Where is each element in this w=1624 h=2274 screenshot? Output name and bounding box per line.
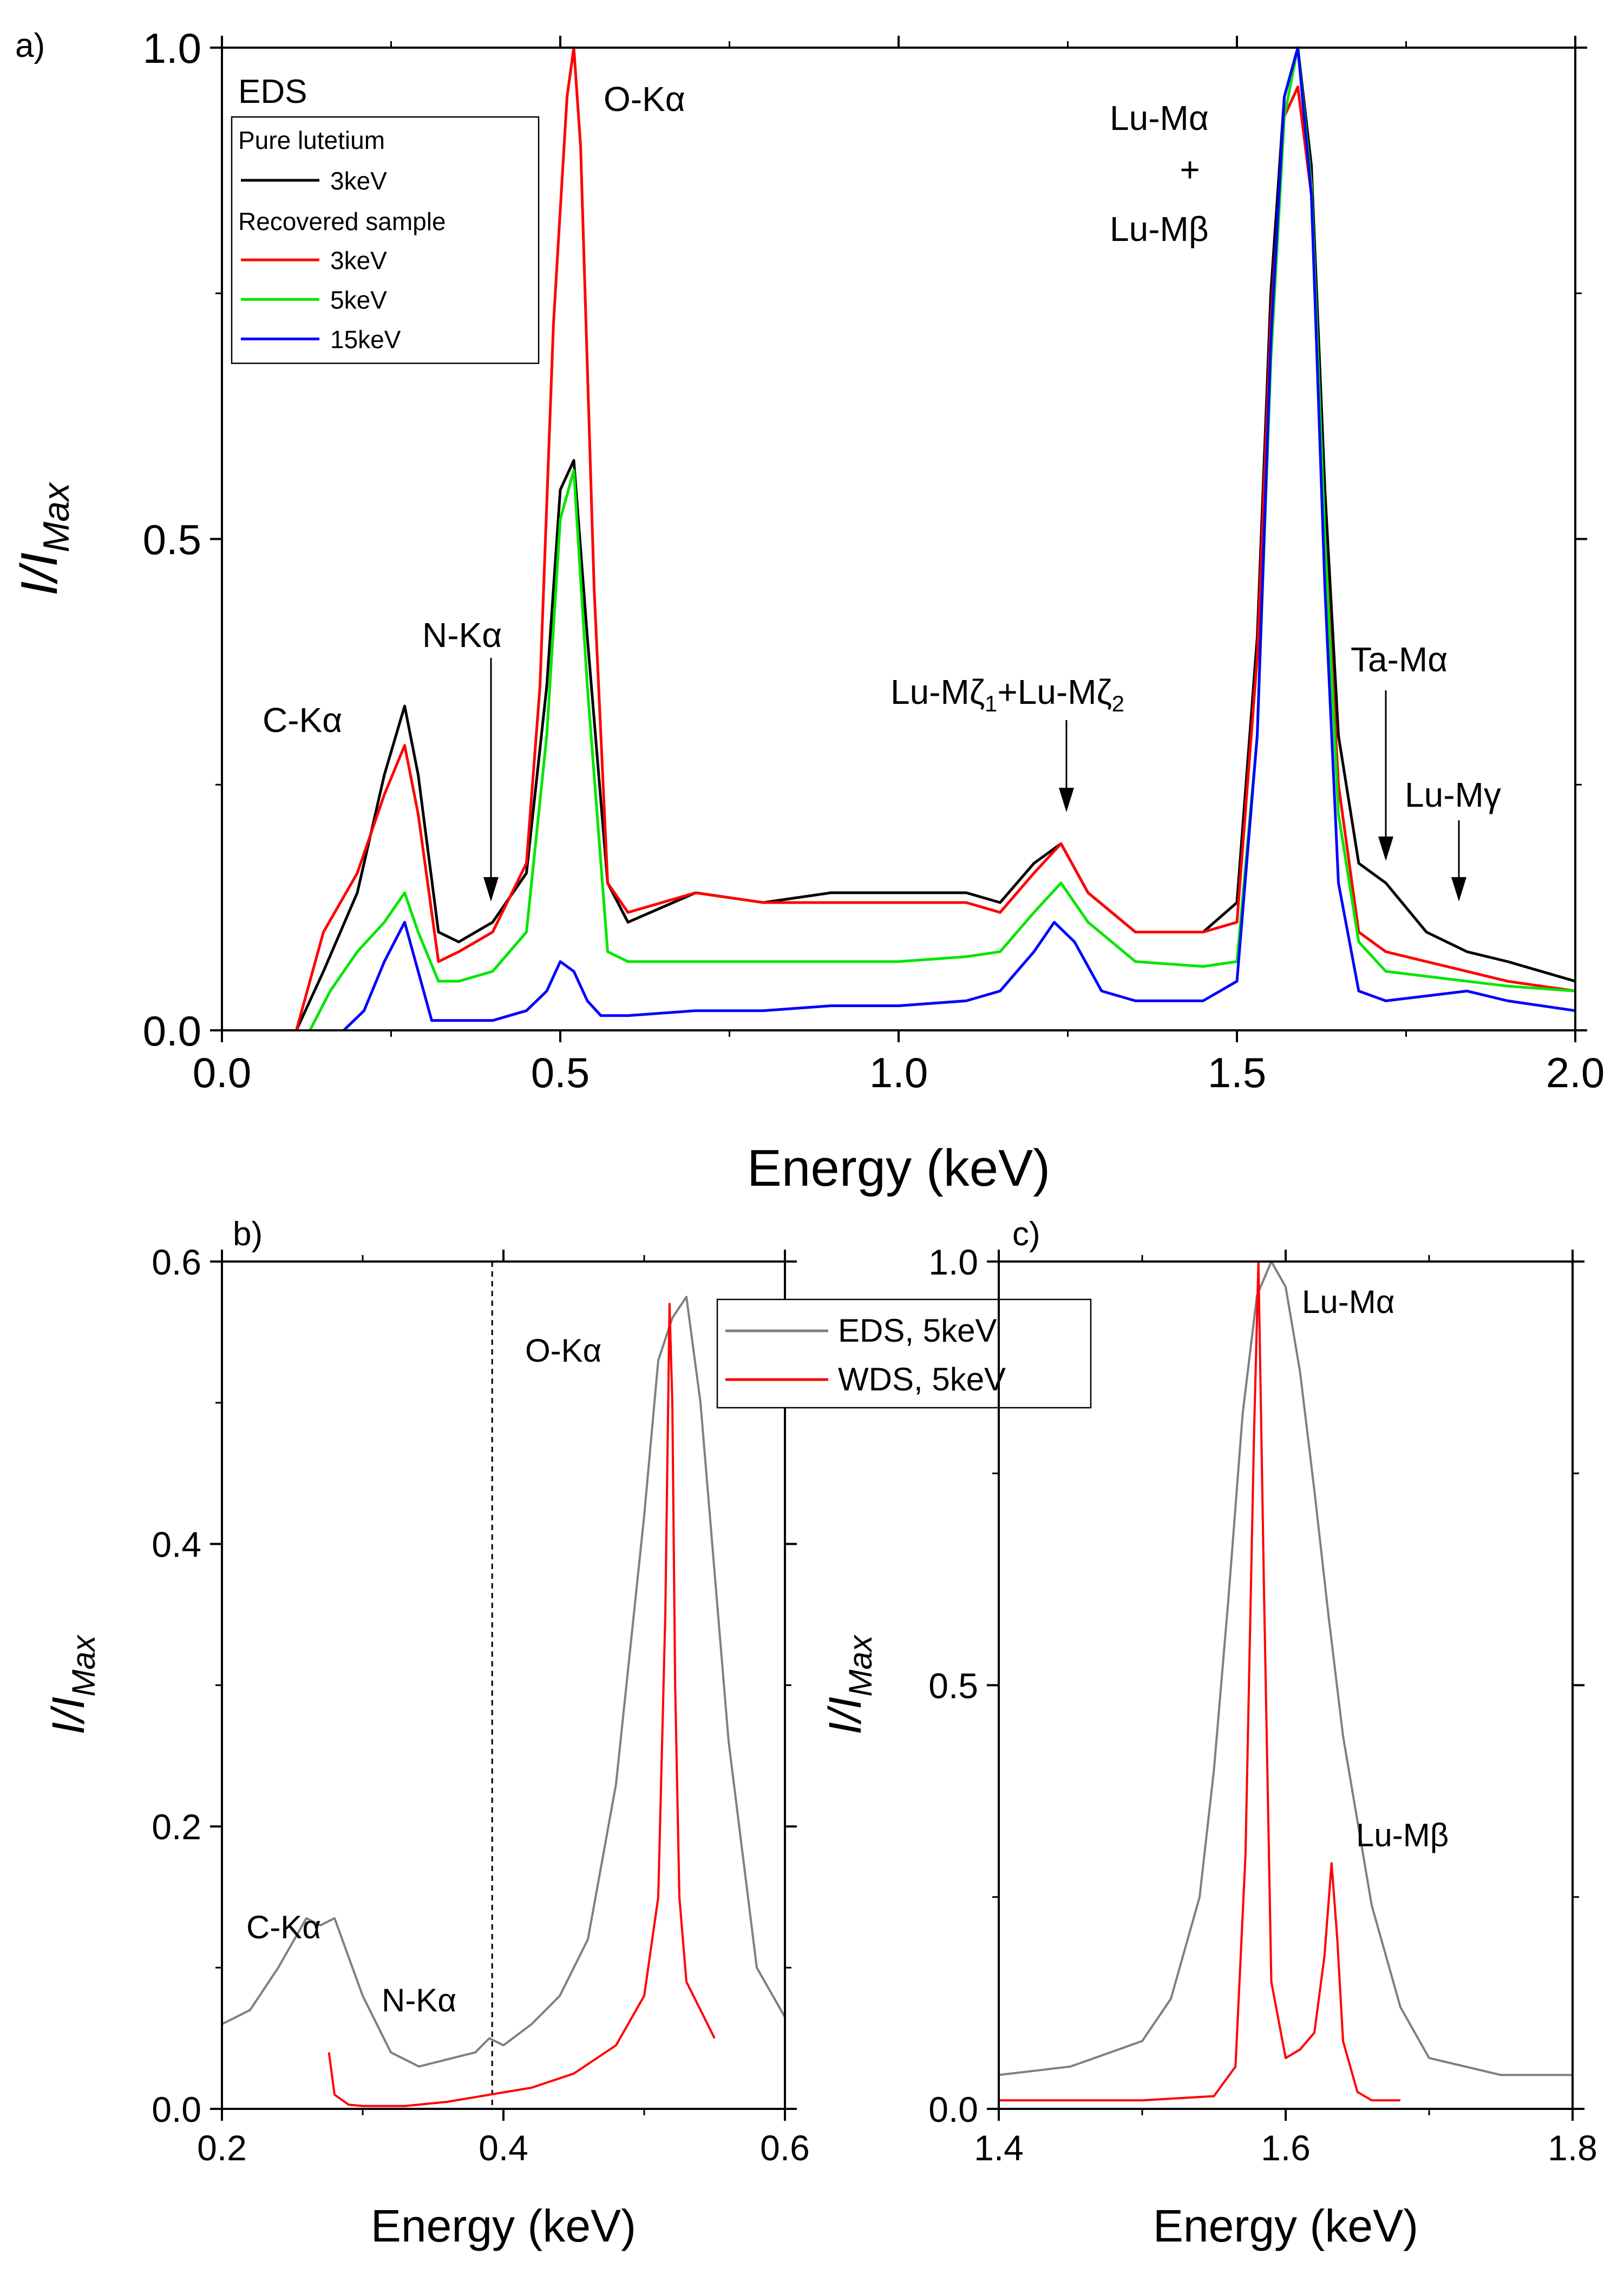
legend-group-recovered: Recovered sample xyxy=(238,207,446,236)
arrowhead-a-lu-mz xyxy=(1059,788,1074,812)
xtick-label-c-0: 1.4 xyxy=(974,2128,1024,2168)
anno-a-sub1: 1 xyxy=(985,691,997,716)
xtick-label-a-2: 1.0 xyxy=(869,1049,928,1096)
anno-a-c-ka: C-Kα xyxy=(263,701,342,740)
panel-c-ylabel-sub: Max xyxy=(842,1634,879,1696)
anno-a-lu-mg: Lu-Mγ xyxy=(1405,775,1501,814)
series-a-3 xyxy=(343,46,1576,1031)
xtick-label-a-0: 0.0 xyxy=(193,1049,251,1096)
series-a-0 xyxy=(295,46,1576,1031)
xtick-label-a-3: 1.5 xyxy=(1208,1049,1266,1096)
panel-a-chart: a) 0.0 0.5 1.0 1.5 2.0 0.0 0.5 1.0 Energy (keV)… xyxy=(10,24,1605,1197)
xtick-label-b-1: 0.4 xyxy=(479,2128,528,2168)
anno-b-c-ka: C-Kα xyxy=(246,1909,321,1945)
panel-b-series-group xyxy=(221,1296,786,2107)
anno-a-sub2: 2 xyxy=(1112,691,1124,716)
panel-b-ticks: 0.2 0.4 0.60.00.20.40.6 xyxy=(152,1242,810,2168)
anno-a-plus2: + xyxy=(997,672,1017,711)
legend-label-rec-3kev: 3keV xyxy=(330,246,387,275)
panel-c-ticks: 1.4 1.6 1.8 0.0 0.5 1.0 xyxy=(928,1242,1597,2168)
legend-label-rec-5kev: 5keV xyxy=(330,286,387,314)
ytick-label-b-3: 0.6 xyxy=(152,1242,201,1282)
legend-b-label-eds: EDS, 5keV xyxy=(838,1312,997,1349)
legend-b-box xyxy=(716,1298,1092,1409)
anno-a-lu-mz: Lu-Mζ1+Lu-Mζ2 xyxy=(890,672,1124,716)
panel-c-xlabel: Energy (keV) xyxy=(1153,2200,1418,2251)
panel-b-xlabel: Energy (keV) xyxy=(371,2200,636,2251)
ytick-label-c-0: 0.0 xyxy=(928,2089,978,2129)
ytick-label-b-2: 0.4 xyxy=(152,1524,201,1564)
ytick-label-a-0: 0.0 xyxy=(143,1007,201,1055)
ytick-label-b-0: 0.0 xyxy=(152,2089,201,2129)
anno-a-o-ka: O-Kα xyxy=(604,80,685,119)
series-b-0 xyxy=(221,1296,786,2068)
ytick-label-a-1: 0.5 xyxy=(143,516,201,564)
legend-label-pure-3kev: 3keV xyxy=(330,167,387,195)
series-c-1 xyxy=(999,1260,1400,2102)
ytick-label-c-1: 0.5 xyxy=(928,1665,978,1706)
panel-a-xlabel: Energy (keV) xyxy=(747,1139,1050,1197)
panel-c-label: c) xyxy=(1012,1216,1040,1253)
ytick-label-c-2: 1.0 xyxy=(928,1242,978,1282)
ytick-label-b-1: 0.2 xyxy=(152,1807,201,1847)
panel-b-ylabel: I/IMax xyxy=(43,1634,102,1734)
legend-label-rec-15kev: 15keV xyxy=(330,325,401,354)
panel-b-label: b) xyxy=(233,1216,263,1253)
arrowhead-a-lu-mg xyxy=(1451,877,1466,901)
anno-a-n-ka: N-Kα xyxy=(422,616,502,655)
anno-a-lu-mz2: Lu-Mζ xyxy=(1018,672,1112,711)
anno-a-ta-ma: Ta-Mα xyxy=(1351,640,1448,679)
xtick-label-b-0: 0.2 xyxy=(197,2128,247,2168)
anno-a-plus: + xyxy=(1180,150,1200,189)
panel-a-ticks: 0.0 0.5 1.0 1.5 2.0 0.0 0.5 1.0 xyxy=(143,24,1605,1096)
xtick-label-a-4: 2.0 xyxy=(1546,1049,1605,1096)
legend-b-label-wds: WDS, 5keV xyxy=(838,1361,1006,1397)
panel-b-chart: b) 0.2 0.4 0.60.00.20.40.6 Energy (keV) I/… xyxy=(43,1216,1092,2251)
anno-a-lu-mb: Lu-Mβ xyxy=(1110,210,1209,249)
anno-b-o-ka: O-Kα xyxy=(525,1332,601,1369)
panel-a-label: a) xyxy=(15,27,45,64)
panel-a-ylabel: I/IMax xyxy=(10,482,77,596)
arrowhead-a-ta-ma xyxy=(1378,837,1393,861)
anno-a-lu-mz1: Lu-Mζ xyxy=(890,672,985,711)
xtick-label-b-2: 0.6 xyxy=(760,2128,810,2168)
legend-title: EDS xyxy=(238,73,307,110)
series-c-0 xyxy=(998,1260,1573,2076)
panel-b-legend: EDS, 5keV WDS, 5keV xyxy=(716,1298,1092,1409)
series-a-2 xyxy=(309,46,1576,1031)
legend-box xyxy=(231,116,540,364)
panel-b-ylabel-main: I/I xyxy=(43,1697,94,1735)
series-b-1 xyxy=(328,1303,716,2107)
panel-a-ylabel-sub: Max xyxy=(36,482,77,552)
anno-c-lu-ma: Lu-Mα xyxy=(1302,1284,1394,1320)
arrowhead-a-n-ka xyxy=(483,877,499,901)
panel-a-legend: EDS Pure lutetium 3keV Recovered sample … xyxy=(231,73,540,364)
panel-b-ylabel-sub: Max xyxy=(66,1634,102,1696)
xtick-label-a-1: 0.5 xyxy=(531,1049,590,1096)
panel-c-series-group xyxy=(998,1260,1573,2102)
anno-b-n-ka: N-Kα xyxy=(382,1982,456,2018)
xtick-label-c-2: 1.8 xyxy=(1548,2128,1597,2168)
legend-group-pure: Pure lutetium xyxy=(238,126,385,154)
panel-c-ylabel: I/IMax xyxy=(820,1634,879,1734)
panel-c-ylabel-main: I/I xyxy=(820,1697,870,1735)
anno-c-lu-mb: Lu-Mβ xyxy=(1356,1817,1449,1853)
ytick-label-a-2: 1.0 xyxy=(143,24,201,72)
xtick-label-c-1: 1.6 xyxy=(1261,2128,1311,2168)
panel-b-frame xyxy=(221,1260,786,2110)
panel-a-ylabel-main: I/I xyxy=(10,552,68,596)
panel-c-chart: c) 1.4 1.6 1.8 0.0 0.5 1.0 Energy (keV) I/IMa… xyxy=(820,1216,1597,2251)
anno-a-lu-ma: Lu-Mα xyxy=(1110,99,1209,138)
panel-a-series-group xyxy=(295,46,1576,1031)
